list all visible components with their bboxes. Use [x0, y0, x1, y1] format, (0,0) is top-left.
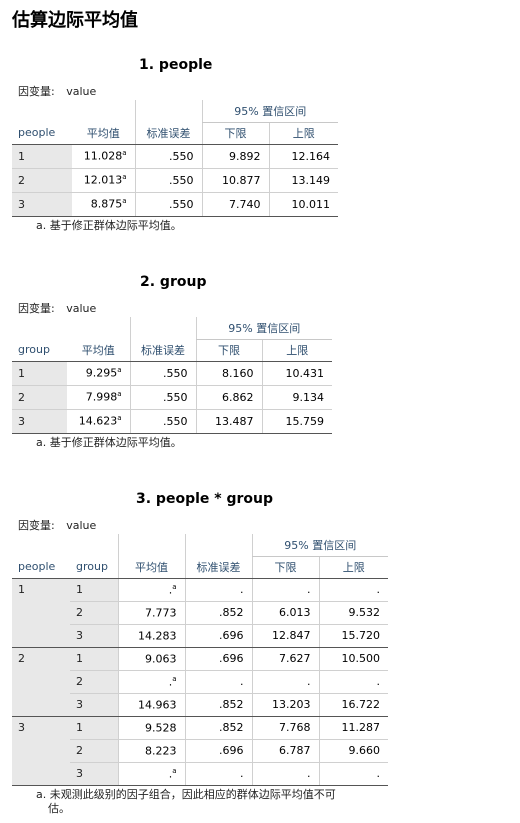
- dependent-variable: 因变量: value: [18, 517, 104, 533]
- table-people: 95% 置信区间 people 平均值 标准误差 下限 上限 1 11.028a…: [12, 100, 338, 217]
- ci-header: 95% 置信区间: [201, 100, 338, 123]
- table-row: 2 1 9.063 .696 7.627 10.500: [12, 647, 388, 717]
- table-row: 3 14.963 .852 13.203 16.722: [12, 693, 388, 717]
- ci-header: 95% 置信区间: [195, 317, 332, 340]
- mean-header: 平均值: [67, 339, 130, 362]
- dependent-variable-label: 因变量:: [18, 519, 55, 532]
- se-header: 标准误差: [129, 339, 196, 362]
- table-row: 3 14.623a .550 13.487 15.759: [12, 409, 332, 434]
- page-title: 估算边际平均值: [12, 10, 138, 31]
- factor-header: group: [70, 556, 118, 579]
- table-row: 2 8.223 .696 6.787 9.660: [12, 739, 388, 763]
- dependent-variable-value: value: [66, 519, 97, 532]
- table-row: 1 11.028a .550 9.892 12.164: [12, 144, 338, 169]
- dependent-variable-value: value: [66, 85, 97, 98]
- table-row: 3 1 9.528 .852 7.768 11.287: [12, 716, 388, 786]
- section-title-people: 1. people: [139, 57, 213, 73]
- table-row: 1 9.295a .550 8.160 10.431: [12, 361, 332, 386]
- se-header: 标准误差: [184, 556, 252, 579]
- mean-header: 平均值: [117, 556, 185, 579]
- upper-header: 上限: [318, 556, 388, 579]
- table-row: 2 .a . . .: [12, 670, 388, 694]
- footnote-people: a. 基于修正群体边际平均值。: [36, 219, 182, 232]
- footnote-interaction: a. 未观测此级别的因子组合，因此相应的群体边际平均值不可 估。: [36, 788, 336, 815]
- upper-header: 上限: [261, 339, 332, 362]
- ci-header: 95% 置信区间: [251, 534, 388, 557]
- dependent-variable: 因变量: value: [18, 83, 104, 99]
- upper-header: 上限: [268, 122, 338, 145]
- mean-header: 平均值: [72, 122, 135, 145]
- table-row: 3 14.283 .696 12.847 15.720: [12, 624, 388, 648]
- section-title-interaction: 3. people * group: [136, 491, 273, 507]
- table-row: 2 7.998a .550 6.862 9.134: [12, 385, 332, 410]
- dependent-variable-label: 因变量:: [18, 302, 55, 315]
- lower-header: 下限: [195, 339, 262, 362]
- se-header: 标准误差: [134, 122, 202, 145]
- dependent-variable-value: value: [66, 302, 97, 315]
- dependent-variable-label: 因变量:: [18, 85, 55, 98]
- lower-header: 下限: [251, 556, 319, 579]
- factor-header: group: [12, 339, 67, 362]
- dependent-variable: 因变量: value: [18, 300, 104, 316]
- table-group: 95% 置信区间 group 平均值 标准误差 下限 上限 1 9.295a .…: [12, 317, 332, 434]
- table-row: 3 .a . . .: [12, 762, 388, 786]
- table-row: 3 8.875a .550 7.740 10.011: [12, 192, 338, 217]
- section-title-group: 2. group: [140, 274, 207, 290]
- factor-header: people: [12, 122, 72, 145]
- factor-header: people: [12, 556, 70, 579]
- footnote-group: a. 基于修正群体边际平均值。: [36, 436, 182, 449]
- lower-header: 下限: [201, 122, 269, 145]
- table-row: 1 1 .a . . .: [12, 578, 388, 648]
- table-row: 2 12.013a .550 10.877 13.149: [12, 168, 338, 193]
- table-interaction: 95% 置信区间 people group 平均值 标准误差 下限 上限 1 1…: [12, 534, 388, 786]
- table-row: 2 7.773 .852 6.013 9.532: [12, 601, 388, 625]
